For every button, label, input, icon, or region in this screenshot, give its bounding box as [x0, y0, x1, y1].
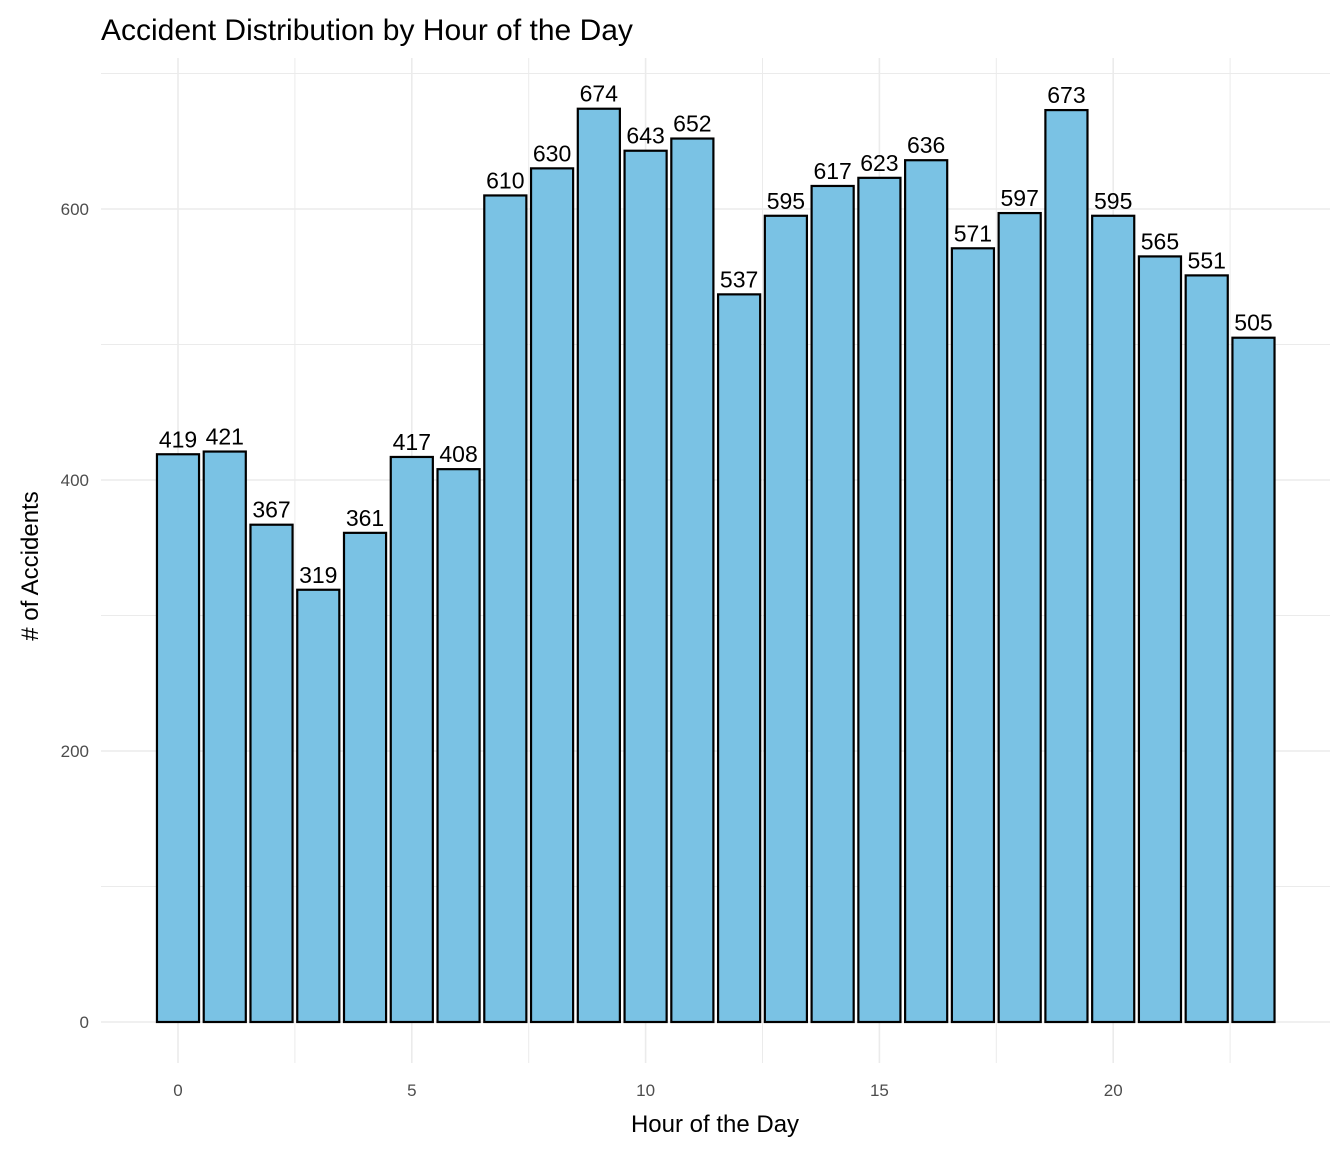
data-label-hour-16: 636 — [907, 132, 945, 158]
data-label-hour-12: 537 — [720, 266, 758, 292]
bar-hour-9 — [576, 107, 621, 1024]
y-tick-label: 200 — [61, 742, 89, 761]
data-label-hour-18: 597 — [1000, 185, 1038, 211]
data-label-hour-7: 610 — [486, 167, 524, 193]
data-label-hour-8: 630 — [533, 140, 571, 166]
bar-hour-8 — [529, 167, 575, 1024]
data-label-hour-20: 595 — [1094, 188, 1132, 214]
bar-hour-6 — [436, 468, 481, 1024]
data-label-hour-0: 419 — [159, 426, 197, 452]
data-label-hour-23: 505 — [1234, 310, 1272, 336]
tick-labels: 0 200 400 600 0 5 10 15 20 — [61, 200, 1123, 1100]
bar-hour-23 — [1231, 336, 1276, 1024]
bar-hour-17 — [950, 247, 996, 1024]
x-tick-label: 10 — [636, 1081, 655, 1100]
x-tick-label: 0 — [173, 1081, 182, 1100]
bars — [155, 107, 1276, 1024]
data-labels: 419 421 367 319 361 417 408 610 630 674 643 652 537 5… — [159, 81, 1273, 588]
bar-hour-18 — [997, 211, 1042, 1024]
data-label-hour-2: 367 — [252, 497, 290, 523]
data-label-hour-5: 417 — [393, 429, 431, 455]
data-label-hour-10: 643 — [626, 123, 664, 149]
bar-hour-5 — [389, 455, 434, 1024]
bar-hour-3 — [296, 588, 341, 1024]
data-label-hour-21: 565 — [1141, 228, 1179, 254]
x-tick-label: 5 — [407, 1081, 416, 1100]
bar-hour-11 — [670, 137, 715, 1024]
bar-hour-14 — [810, 184, 855, 1024]
bar-hour-4 — [342, 531, 388, 1024]
data-label-hour-3: 319 — [299, 562, 337, 588]
y-tick-label: 0 — [80, 1013, 89, 1032]
bar-hour-15 — [857, 176, 902, 1024]
bar-hour-0 — [155, 453, 201, 1024]
data-label-hour-11: 652 — [673, 111, 711, 137]
bar-hour-10 — [623, 149, 668, 1024]
x-tick-label: 15 — [870, 1081, 889, 1100]
bar-hour-21 — [1137, 255, 1183, 1024]
data-label-hour-22: 551 — [1188, 247, 1226, 273]
bar-hour-19 — [1044, 108, 1089, 1024]
y-tick-label: 600 — [61, 200, 89, 219]
bar-hour-16 — [904, 159, 949, 1024]
bar-hour-20 — [1091, 214, 1136, 1024]
y-axis-title: # of Accidents — [17, 491, 44, 640]
x-tick-label: 20 — [1104, 1081, 1123, 1100]
bar-hour-2 — [249, 523, 294, 1024]
bar-hour-12 — [716, 293, 762, 1024]
y-tick-label: 400 — [61, 471, 89, 490]
data-label-hour-15: 623 — [860, 150, 898, 176]
bar-hour-1 — [202, 450, 247, 1024]
data-label-hour-13: 595 — [767, 188, 805, 214]
data-label-hour-6: 408 — [439, 441, 477, 467]
bar-hour-7 — [483, 194, 528, 1024]
bar-hour-22 — [1184, 274, 1229, 1024]
data-label-hour-1: 421 — [206, 424, 244, 450]
data-label-hour-19: 673 — [1047, 82, 1085, 108]
data-label-hour-4: 361 — [346, 505, 384, 531]
bar-hour-13 — [763, 214, 809, 1024]
data-label-hour-14: 617 — [813, 158, 851, 184]
chart-title: Accident Distribution by Hour of the Day — [101, 14, 633, 47]
x-axis-title: Hour of the Day — [631, 1111, 799, 1138]
data-label-hour-17: 571 — [954, 220, 992, 246]
data-label-hour-9: 674 — [580, 81, 619, 107]
